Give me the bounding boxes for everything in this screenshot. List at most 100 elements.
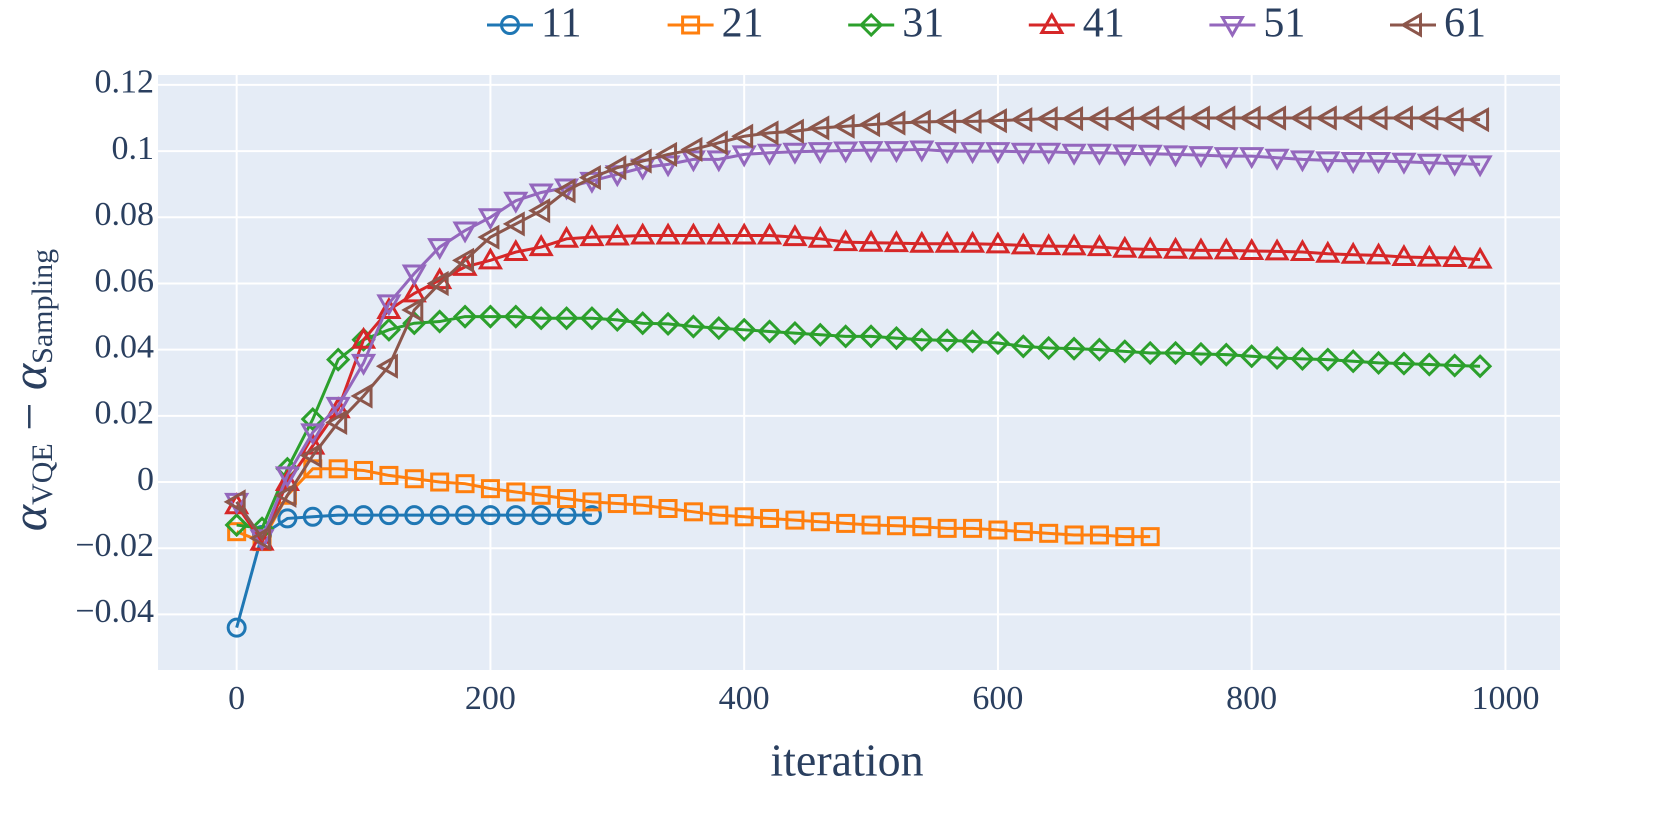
marker: [934, 142, 960, 165]
marker: [1036, 142, 1062, 165]
marker: [302, 506, 323, 527]
marker: [756, 222, 783, 245]
marker: [404, 505, 425, 526]
marker: [1115, 527, 1135, 547]
marker: [655, 155, 681, 178]
marker: [912, 517, 932, 537]
marker: [452, 221, 478, 244]
marker: [633, 495, 653, 515]
marker: [909, 230, 935, 253]
marker: [328, 505, 349, 526]
marker: [300, 423, 326, 446]
marker: [655, 222, 681, 245]
marker: [1086, 143, 1113, 166]
marker: [988, 520, 1008, 540]
marker: [1315, 347, 1340, 372]
marker: [277, 508, 298, 529]
legend-marker: [1399, 12, 1422, 38]
marker: [833, 324, 858, 349]
marker: [984, 108, 1007, 134]
marker: [379, 465, 399, 485]
marker: [960, 329, 985, 354]
marker: [1011, 334, 1036, 359]
marker: [300, 407, 325, 432]
marker: [861, 515, 881, 535]
marker: [959, 142, 986, 165]
marker: [658, 499, 678, 519]
marker: [1112, 144, 1138, 167]
marker: [1036, 335, 1061, 361]
marker: [1239, 147, 1265, 170]
marker: [429, 505, 450, 526]
marker: [227, 522, 247, 542]
marker: [1289, 105, 1312, 131]
marker: [782, 320, 808, 346]
y-label-part: VQE: [26, 443, 59, 505]
marker: [430, 472, 450, 492]
marker: [1087, 337, 1112, 362]
legend-label: 51: [1263, 1, 1305, 47]
marker: [706, 316, 731, 341]
marker: [731, 145, 757, 168]
marker: [1340, 105, 1363, 131]
marker: [328, 459, 348, 479]
x-tick-label: 200: [465, 680, 516, 717]
marker: [808, 322, 833, 347]
marker: [480, 479, 500, 499]
y-label-part: Sampling: [26, 249, 59, 364]
marker: [452, 304, 478, 329]
marker: [1137, 144, 1163, 167]
marker: [909, 140, 935, 163]
series-line: [236, 315, 1481, 530]
x-tick-label: 800: [1226, 680, 1277, 717]
marker: [1416, 244, 1442, 267]
y-label-part: −: [1, 390, 57, 443]
marker: [503, 304, 528, 329]
marker: [579, 224, 605, 247]
marker: [582, 492, 602, 512]
marker: [782, 224, 808, 247]
marker: [503, 239, 529, 262]
marker: [1264, 105, 1287, 131]
marker: [883, 230, 910, 253]
marker: [858, 141, 884, 164]
marker: [1366, 350, 1391, 376]
marker: [683, 502, 703, 522]
marker: [579, 306, 605, 331]
legend-marker: [859, 12, 884, 38]
marker: [455, 474, 475, 494]
marker: [223, 489, 246, 515]
marker: [935, 328, 960, 353]
legend-label: 21: [722, 1, 764, 47]
y-tick-label: 0.1: [112, 130, 155, 167]
y-label-part: α: [1, 503, 57, 531]
marker: [1264, 345, 1290, 371]
marker: [757, 319, 782, 344]
marker: [934, 230, 960, 253]
marker: [426, 270, 449, 297]
marker: [1365, 242, 1392, 265]
marker: [1442, 353, 1467, 378]
marker: [557, 489, 577, 509]
marker: [354, 460, 374, 480]
marker: [506, 482, 526, 502]
marker: [785, 510, 805, 530]
marker: [1061, 233, 1087, 256]
marker: [376, 294, 402, 317]
marker: [477, 224, 500, 250]
marker: [1442, 154, 1468, 177]
marker: [502, 211, 525, 237]
marker: [1441, 107, 1464, 133]
marker: [604, 155, 627, 181]
series-line: [235, 116, 1481, 542]
marker: [1035, 106, 1058, 132]
marker: [810, 512, 830, 532]
marker: [531, 505, 552, 526]
marker: [781, 118, 804, 144]
marker: [299, 442, 322, 469]
marker: [858, 324, 884, 349]
marker: [1213, 147, 1239, 170]
marker: [376, 317, 402, 342]
y-tick-label: 0.04: [95, 328, 155, 365]
marker: [756, 143, 783, 166]
